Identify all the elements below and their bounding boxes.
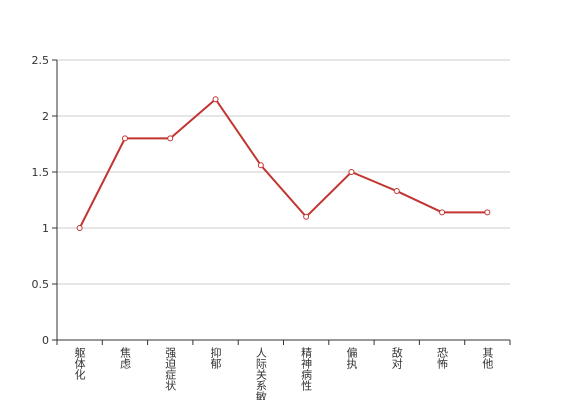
point bbox=[348, 169, 355, 175]
point bbox=[303, 213, 310, 220]
point bbox=[76, 225, 83, 231]
point bbox=[393, 188, 400, 195]
x-tick-label: 敌对 bbox=[390, 346, 403, 369]
y-tick-label: 2.5 bbox=[32, 54, 50, 67]
x-tick-label: 其他 bbox=[481, 347, 494, 369]
y-tick-label: 0.5 bbox=[32, 278, 50, 291]
y-tick-label: 2 bbox=[42, 110, 49, 123]
y-tick-label: 1 bbox=[42, 222, 49, 235]
point bbox=[484, 209, 491, 216]
x-tick-label: 抑郁 bbox=[209, 346, 222, 369]
point bbox=[212, 96, 219, 103]
x-tick-label: 人际关系敏感 bbox=[254, 347, 267, 400]
y-tick-label: 1.5 bbox=[32, 166, 50, 179]
x-tick-label: 偏执 bbox=[345, 346, 358, 370]
point bbox=[167, 135, 174, 142]
x-tick-label: 躯体化 bbox=[73, 347, 86, 381]
x-tick-label: 焦虑 bbox=[118, 347, 131, 369]
y-tick-label: 0 bbox=[42, 334, 49, 347]
point bbox=[439, 209, 446, 216]
point bbox=[257, 162, 264, 169]
line bbox=[78, 97, 488, 229]
x-tick-label: 恐怖 bbox=[436, 347, 449, 369]
x-tick-label: 精神病性 bbox=[300, 347, 313, 392]
x-tick-label: 强迫症状 bbox=[164, 347, 177, 391]
point bbox=[121, 135, 128, 142]
